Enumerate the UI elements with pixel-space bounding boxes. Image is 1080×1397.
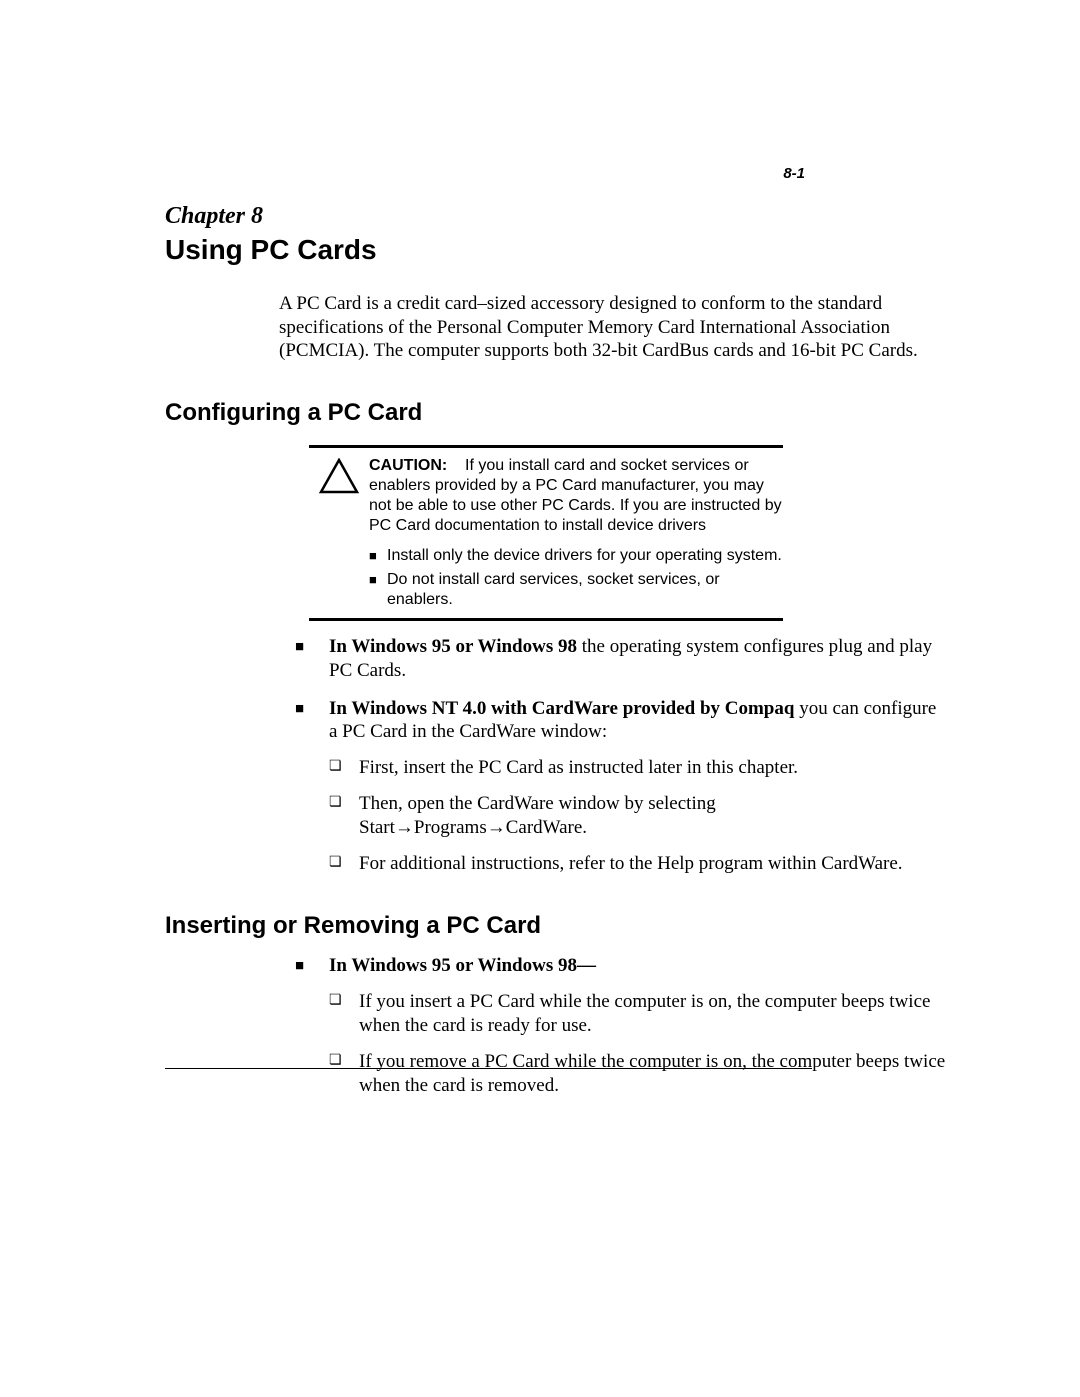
sub-list-item: ❏ First, insert the PC Card as instructe… [329,756,946,780]
sub-list-item: ❏ Then, open the CardWare window by sele… [329,792,946,840]
list-content: In Windows NT 4.0 with CardWare provided… [329,697,946,877]
caution-list-text: Do not install card services, socket ser… [387,570,783,610]
hollow-square-icon: ❏ [329,756,359,780]
square-bullet-icon: ■ [369,546,387,566]
config-list: ■ In Windows 95 or Windows 98 the operat… [295,635,946,877]
list-bold: In Windows 95 or Windows 98 [329,636,577,657]
hollow-square-icon: ❏ [329,852,359,876]
list-item: ■ In Windows NT 4.0 with CardWare provid… [295,697,946,877]
page-number: 8-1 [783,165,805,182]
hollow-square-icon: ❏ [329,1050,359,1098]
caution-text: CAUTION: If you install card and socket … [369,456,783,536]
list-item: ■ In Windows 95 or Windows 98— ❏ If you … [295,954,946,1098]
hollow-square-icon: ❏ [329,792,359,840]
chapter-title: Using PC Cards [165,234,960,266]
square-bullet-icon: ■ [295,954,329,1098]
sub-list-item: ❏ If you remove a PC Card while the comp… [329,1050,946,1098]
sub-text: Then, open the CardWare window by select… [359,792,946,840]
sub-list: ❏ First, insert the PC Card as instructe… [329,756,946,876]
list-bold: In Windows NT 4.0 with CardWare provided… [329,698,794,719]
caution-block: CAUTION: If you install card and socket … [309,445,783,621]
sub-text: For additional instructions, refer to th… [359,852,903,876]
section-heading-configuring: Configuring a PC Card [165,399,960,427]
hollow-square-icon: ❏ [329,990,359,1038]
caution-row: CAUTION: If you install card and socket … [309,456,783,536]
caution-list: ■ Install only the device drivers for yo… [369,546,783,610]
list-content: In Windows 95 or Windows 98— ❏ If you in… [329,954,946,1098]
caution-label: CAUTION: [369,457,447,474]
sub-list-item: ❏ If you insert a PC Card while the comp… [329,990,946,1038]
list-item: ■ In Windows 95 or Windows 98 the operat… [295,635,946,683]
caution-list-text: Install only the device drivers for your… [387,546,782,566]
sub-text: First, insert the PC Card as instructed … [359,756,798,780]
list-bold: In Windows 95 or Windows 98— [329,955,596,976]
square-bullet-icon: ■ [295,635,329,683]
intro-paragraph: A PC Card is a credit card–sized accesso… [279,292,946,363]
caution-list-item: ■ Install only the device drivers for yo… [369,546,783,566]
caution-list-item: ■ Do not install card services, socket s… [369,570,783,610]
chapter-label: Chapter 8 [165,203,960,230]
caution-triangle-icon [309,456,369,494]
sub-text: If you remove a PC Card while the comput… [359,1050,946,1098]
insert-list: ■ In Windows 95 or Windows 98— ❏ If you … [295,954,946,1098]
footer-rule [165,1068,812,1069]
square-bullet-icon: ■ [295,697,329,877]
sub-text: If you insert a PC Card while the comput… [359,990,946,1038]
square-bullet-icon: ■ [369,570,387,610]
section-heading-inserting: Inserting or Removing a PC Card [165,912,960,940]
sub-list-item: ❏ For additional instructions, refer to … [329,852,946,876]
page: 8-1 Chapter 8 Using PC Cards A PC Card i… [0,0,1080,1397]
sub-list: ❏ If you insert a PC Card while the comp… [329,990,946,1098]
list-content: In Windows 95 or Windows 98 the operatin… [329,635,946,683]
